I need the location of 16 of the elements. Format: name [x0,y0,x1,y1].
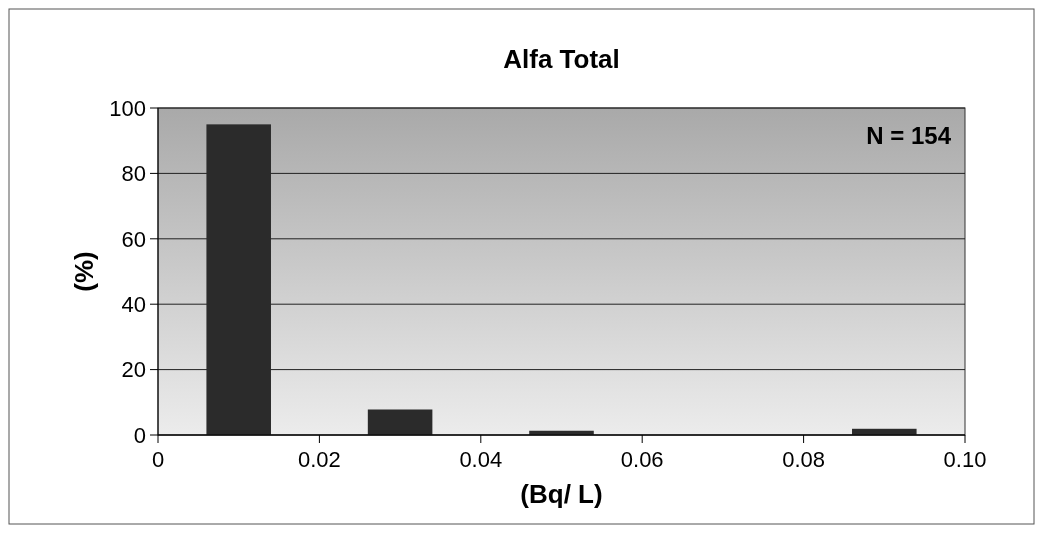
x-tick-label: 0.02 [297,447,341,472]
annotation: N = 154 [866,122,952,149]
x-tick-label: 0.04 [459,447,503,472]
y-tick-label: 60 [121,226,146,252]
y-tick-label: 20 [121,357,146,383]
y-tick-label: 80 [121,161,146,187]
chart-title: Alfa Total [503,44,620,74]
y-tick-label: 100 [109,95,146,121]
x-tick-label: 0.08 [782,447,826,472]
x-axis-title: (Bq/ L) [520,479,603,509]
x-tick-label: 0.06 [620,447,664,472]
y-tick-label: 40 [121,291,146,317]
x-tick-label: 0 [151,447,165,472]
y-tick-label: 0 [133,422,146,448]
x-tick-label: 0.10 [943,447,987,472]
y-axis-title: (%) [69,251,99,292]
